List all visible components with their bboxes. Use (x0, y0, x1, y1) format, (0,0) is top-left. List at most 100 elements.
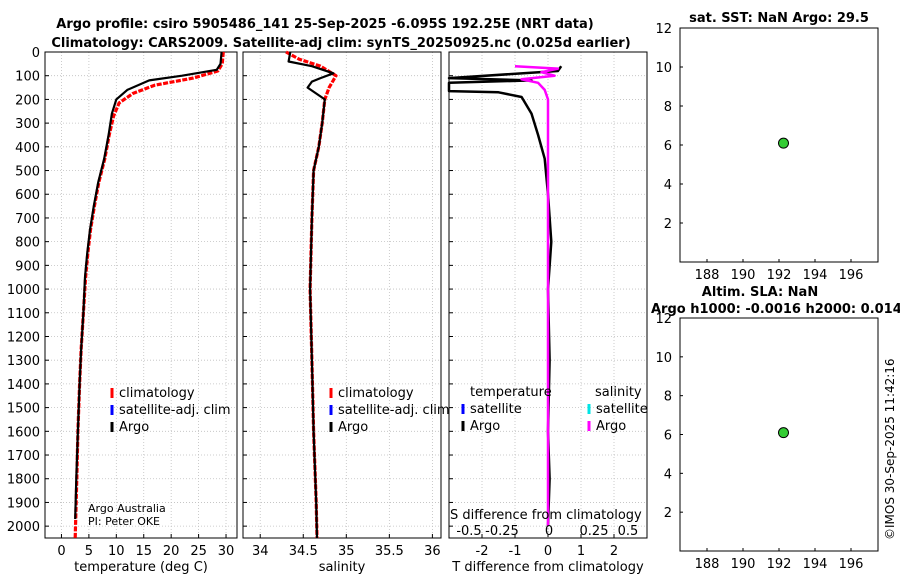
temperature-xtick-label: 15 (135, 544, 152, 559)
difference-xtick-label: -1 (509, 544, 522, 559)
temperature-xtick-label: 30 (218, 544, 235, 559)
temperature-xlabel: temperature (deg C) (74, 560, 208, 575)
temp-legend-label: Argo (119, 420, 149, 435)
depth-tick-label: 1000 (7, 283, 40, 298)
diff-temp-legend-label: satellite (470, 402, 522, 417)
sst_map-xtick-label: 188 (695, 268, 720, 283)
sla_map-ytick-label: 10 (655, 351, 672, 366)
s-tick-label: -0.25 (485, 524, 519, 539)
sst_map-argo-location-marker (778, 137, 789, 149)
diff-legend-salinity-title: salinity (595, 385, 642, 400)
sst-map-title: sat. SST: NaN Argo: 29.5 (689, 11, 869, 26)
temp-legend-label: satellite-adj. clim (119, 403, 231, 418)
figure-title-line1: Argo profile: csiro 5905486_141 25-Sep-2… (56, 17, 593, 32)
salinity-xtick-label: 36 (424, 544, 441, 559)
depth-tick-label: 200 (15, 93, 40, 108)
temperature-climatology-line (73, 51, 225, 539)
depth-tick-label: 1300 (7, 354, 40, 369)
s-tick-label: -0.5 (456, 524, 481, 539)
sst_map-ytick-label: 6 (664, 139, 672, 154)
depth-tick-label: 300 (15, 117, 40, 132)
diff-temp-legend-label: Argo (470, 419, 500, 434)
sal-diff-argo-line (514, 64, 560, 527)
depth-tick-label: 0 (32, 46, 40, 61)
temp-diff-argo-line (447, 65, 563, 527)
depth-tick-label: 1400 (7, 378, 40, 393)
s-tick-label: 0 (545, 524, 553, 539)
salinity-xtick-label: 35 (338, 544, 355, 559)
depth-tick-label: 900 (15, 259, 40, 274)
sla_map-ytick-label: 6 (664, 429, 672, 444)
difference-xtick-label: -2 (476, 544, 489, 559)
temp-legend-label: climatology (119, 386, 195, 401)
sal-legend-label: satellite-adj. clim (338, 403, 450, 418)
sst_map-ytick-label: 2 (664, 217, 672, 232)
depth-tick-label: 1900 (7, 496, 40, 511)
difference-xtick-label: 0 (544, 544, 552, 559)
imos-timestamp: ©IMOS 30-Sep-2025 11:42:16 (883, 358, 897, 540)
temperature-xtick-label: 25 (190, 544, 207, 559)
sla_map-xtick-label: 192 (767, 557, 792, 572)
temperature-xtick-label: 5 (85, 544, 93, 559)
temperature-xtick-label: 20 (163, 544, 180, 559)
temperature-xtick-label: 0 (57, 544, 65, 559)
diff-legend-temperature-title: temperature (470, 385, 552, 400)
sla_map-ytick-label: 4 (664, 467, 672, 482)
sst_map-ytick-label: 10 (655, 61, 672, 76)
sla_map-ytick-label: 8 (664, 390, 672, 405)
sst_map-xtick-label: 196 (839, 268, 864, 283)
depth-tick-label: 400 (15, 141, 40, 156)
salinity-xtick-label: 34 (252, 544, 269, 559)
temperature-grid (45, 51, 237, 538)
sst_map-xtick-label: 194 (803, 268, 828, 283)
depth-tick-label: 1200 (7, 330, 40, 345)
salinity-xtick-label: 34.5 (289, 544, 318, 559)
diff-sal-legend-label: satellite (596, 402, 648, 417)
depth-tick-label: 500 (15, 165, 40, 180)
depth-tick-label: 2000 (7, 520, 40, 535)
sla-map-subtitle: Argo h1000: -0.0016 h2000: 0.0149 (651, 302, 900, 317)
sal-legend-label: climatology (338, 386, 414, 401)
salinity-xtick-label: 35.5 (375, 544, 404, 559)
salinity-argo-line (287, 51, 335, 539)
sst_map-xtick-label: 190 (731, 268, 756, 283)
sst_map-ytick-label: 12 (655, 22, 672, 37)
depth-tick-label: 800 (15, 236, 40, 251)
sla-map-title: Altim. SLA: NaN (702, 285, 818, 300)
s-tick-label: 0.5 (618, 524, 639, 539)
sla_map-argo-location-marker (778, 427, 789, 439)
depth-tick-label: 100 (15, 70, 40, 85)
sla_map-xtick-label: 196 (839, 557, 864, 572)
depth-tick-label: 700 (15, 212, 40, 227)
depth-tick-label: 1600 (7, 425, 40, 440)
sla_map-xtick-label: 190 (731, 557, 756, 572)
difference-xlabel: T difference from climatology (451, 560, 644, 575)
credit-line2: PI: Peter OKE (88, 515, 160, 528)
sla_map-xtick-label: 194 (803, 557, 828, 572)
s-axis-label: S difference from climatology (450, 508, 642, 523)
sla_map-xtick-label: 188 (695, 557, 720, 572)
depth-tick-label: 1500 (7, 402, 40, 417)
s-tick-label: 0.25 (580, 524, 609, 539)
figure-title-line2: Climatology: CARS2009. Satellite-adj cli… (51, 36, 630, 51)
sla_map-ytick-label: 2 (664, 506, 672, 521)
credit-line1: Argo Australia (88, 502, 166, 515)
temperature-argo-line (74, 51, 223, 520)
sst_map-xtick-label: 192 (767, 268, 792, 283)
sst_map-ytick-label: 4 (664, 178, 672, 193)
depth-tick-label: 600 (15, 188, 40, 203)
salinity-axes-box (242, 51, 442, 539)
salinity-xlabel: salinity (319, 560, 366, 575)
difference-xtick-label: 1 (577, 544, 585, 559)
sal-legend-label: Argo (338, 420, 368, 435)
sst_map-ytick-label: 8 (664, 100, 672, 115)
salinity-grid (243, 51, 441, 538)
depth-tick-label: 1700 (7, 449, 40, 464)
difference-xtick-label: 2 (610, 544, 618, 559)
sla_map-ytick-label: 12 (655, 312, 672, 327)
temperature-xtick-label: 10 (108, 544, 125, 559)
depth-tick-label: 1800 (7, 473, 40, 488)
diff-sal-legend-label: Argo (596, 419, 626, 434)
depth-tick-label: 1100 (7, 307, 40, 322)
